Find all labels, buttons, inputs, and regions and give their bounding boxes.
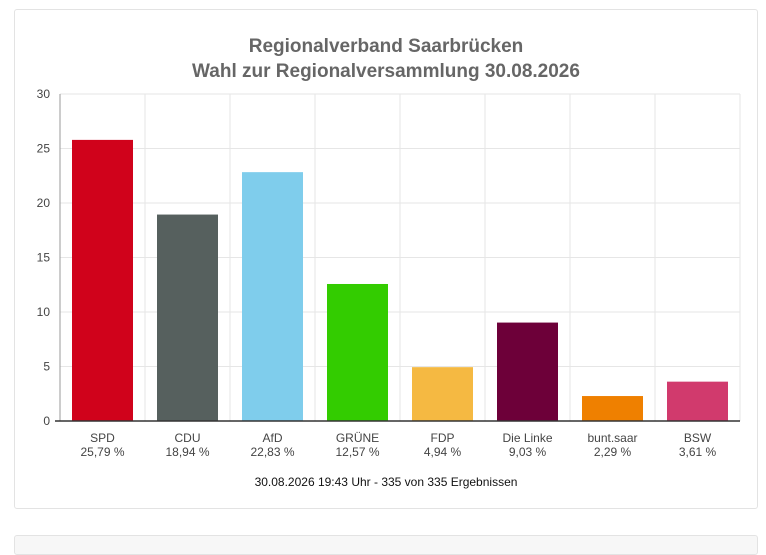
chart-subtitle: Wahl zur Regionalversammlung 30.08.2026 [192, 61, 580, 82]
value-label: 4,94 % [424, 445, 462, 459]
y-tick-label: 20 [37, 196, 51, 210]
value-label: 18,94 % [165, 445, 209, 459]
bar-fdp [412, 367, 473, 421]
value-label: 3,61 % [679, 445, 717, 459]
bar-spd [72, 139, 133, 421]
value-label: 22,83 % [250, 445, 294, 459]
x-tick-label: AfD [262, 431, 282, 445]
bar-die-linke [497, 322, 558, 421]
chart-title: Regionalverband Saarbrücken [248, 36, 524, 57]
results-footer: 30.08.2026 19:43 Uhr - 335 von 335 Ergeb… [254, 475, 518, 489]
bar-bunt-saar [582, 396, 643, 421]
y-tick-label: 30 [37, 87, 51, 101]
x-tick-label: Die Linke [502, 431, 552, 445]
y-tick-label: 5 [43, 360, 50, 374]
y-tick-label: 15 [37, 251, 51, 265]
value-label: 9,03 % [509, 445, 547, 459]
bar-afd [242, 172, 303, 421]
x-tick-label: BSW [684, 431, 712, 445]
y-tick-label: 10 [37, 305, 51, 319]
y-tick-label: 25 [37, 142, 51, 156]
bar-cdu [157, 214, 218, 421]
x-tick-label: SPD [90, 431, 115, 445]
x-tick-label: bunt.saar [587, 431, 637, 445]
value-label: 12,57 % [335, 445, 379, 459]
y-tick-label: 0 [43, 414, 50, 428]
value-label: 25,79 % [80, 445, 124, 459]
chart-card [14, 9, 758, 509]
value-label: 2,29 % [594, 445, 632, 459]
bar-bsw [667, 381, 728, 421]
x-tick-label: FDP [431, 431, 455, 445]
x-tick-label: CDU [175, 431, 201, 445]
x-tick-label: GRÜNE [336, 431, 379, 445]
bar-gr-ne [327, 283, 388, 421]
